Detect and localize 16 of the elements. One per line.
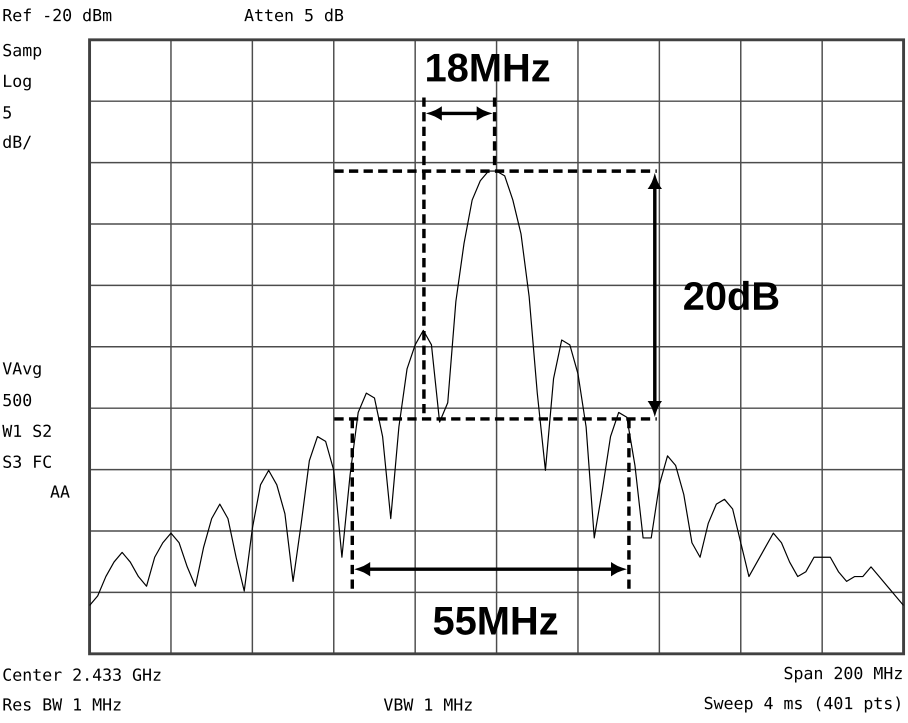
text: AA (50, 485, 70, 498)
text: Atten 5 dB (244, 8, 344, 22)
text: Res BW 1 MHz (3, 698, 121, 710)
text: Samp (3, 44, 42, 60)
text: W1 S2 (2, 424, 51, 437)
text: VBW 1 MHz (384, 698, 472, 710)
text: dB/ (3, 134, 31, 150)
text: Sweep 4 ms (401 pts) (704, 696, 900, 712)
text: Ref -20 dBm (3, 8, 112, 22)
text: Center 2.433 GHz (3, 668, 160, 681)
text: S3 FC (3, 455, 51, 468)
text: VAvg (2, 362, 41, 378)
text: 500 (3, 394, 32, 406)
text: Span 200 MHz (784, 666, 902, 682)
text: Log (4, 74, 31, 90)
text: 5 (3, 106, 11, 118)
